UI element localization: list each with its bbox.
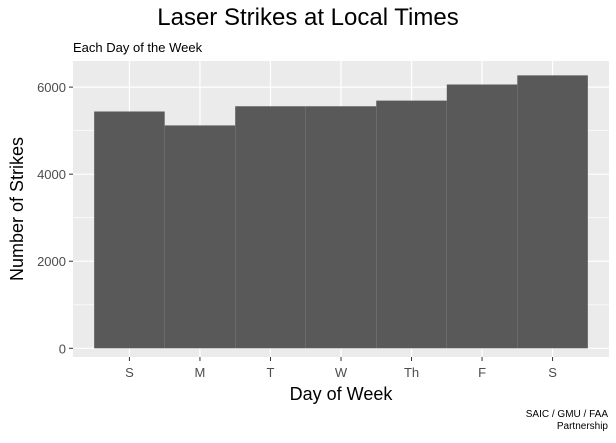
chart-caption: SAIC / GMU / FAA Partnership — [526, 409, 608, 433]
chart-subtitle: Each Day of the Week — [73, 40, 203, 55]
x-tick-label: Th — [404, 365, 419, 380]
x-tick-label: S — [548, 365, 557, 380]
bar — [94, 111, 165, 349]
x-tick-label: F — [478, 365, 486, 380]
y-axis-title: Number of Strikes — [7, 137, 27, 281]
x-tick-label: M — [195, 365, 206, 380]
y-tick-label: 6000 — [37, 80, 66, 95]
bar — [376, 100, 447, 349]
x-axis-title: Day of Week — [290, 384, 394, 404]
x-tick-label: W — [335, 365, 348, 380]
bar — [235, 106, 306, 349]
y-tick-label: 0 — [59, 341, 66, 356]
bar — [517, 75, 588, 349]
chart-title: Laser Strikes at Local Times — [157, 4, 459, 31]
x-tick-label: T — [266, 365, 274, 380]
caption-line: SAIC / GMU / FAA — [525, 409, 608, 420]
caption-line: Partnership — [556, 421, 608, 432]
bar — [305, 106, 377, 349]
bar — [446, 84, 518, 349]
bar — [164, 125, 236, 349]
y-tick-label: 2000 — [37, 254, 66, 269]
y-tick-label: 4000 — [37, 167, 66, 182]
x-tick-label: S — [125, 365, 134, 380]
